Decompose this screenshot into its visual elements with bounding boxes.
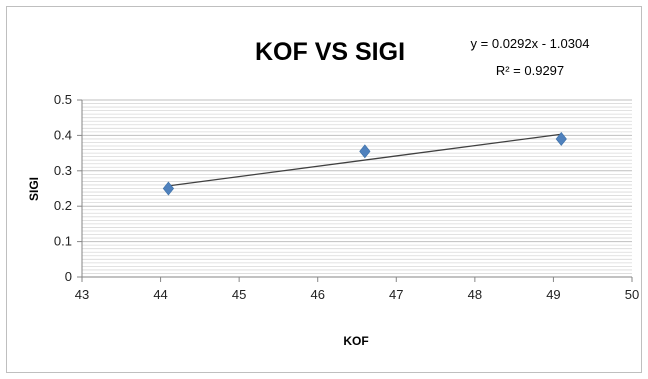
x-tick-label: 46: [310, 287, 324, 302]
y-tick-label: 0.3: [54, 163, 72, 178]
r-squared-label: R² = 0.9297: [496, 63, 564, 78]
trendline-line: [168, 133, 562, 187]
trendline-equation: y = 0.0292x - 1.0304: [471, 36, 590, 51]
chart-title: KOF VS SIGI: [255, 38, 405, 66]
x-tick-label: 50: [625, 287, 639, 302]
gridlines: [82, 99, 632, 278]
axes: [81, 100, 632, 278]
y-tick-label: 0.5: [54, 92, 72, 107]
data-point-diamond: [162, 181, 175, 196]
tick-labels: 43 44 45 46 47 48 49 50 0 0.1 0.2 0.3 0.4 0.5: [54, 92, 639, 302]
y-tick-label: 0.4: [54, 127, 72, 142]
data-point-diamond: [359, 144, 371, 159]
x-tick-label: 43: [75, 287, 89, 302]
x-tick-label: 48: [468, 287, 482, 302]
x-tick-label: 44: [153, 287, 167, 302]
y-tick-label: 0.2: [54, 198, 72, 213]
x-tick-label: 45: [232, 287, 246, 302]
data-points: [162, 131, 567, 196]
x-tick-label: 49: [546, 287, 560, 302]
x-axis-title: KOF: [343, 334, 368, 348]
y-tick-label: 0.1: [54, 234, 72, 249]
y-axis-title: SIGI: [27, 177, 41, 201]
data-point-diamond: [555, 131, 567, 146]
x-tick-label: 47: [389, 287, 403, 302]
trendline: [168, 133, 562, 187]
y-tick-label: 0: [65, 269, 72, 284]
